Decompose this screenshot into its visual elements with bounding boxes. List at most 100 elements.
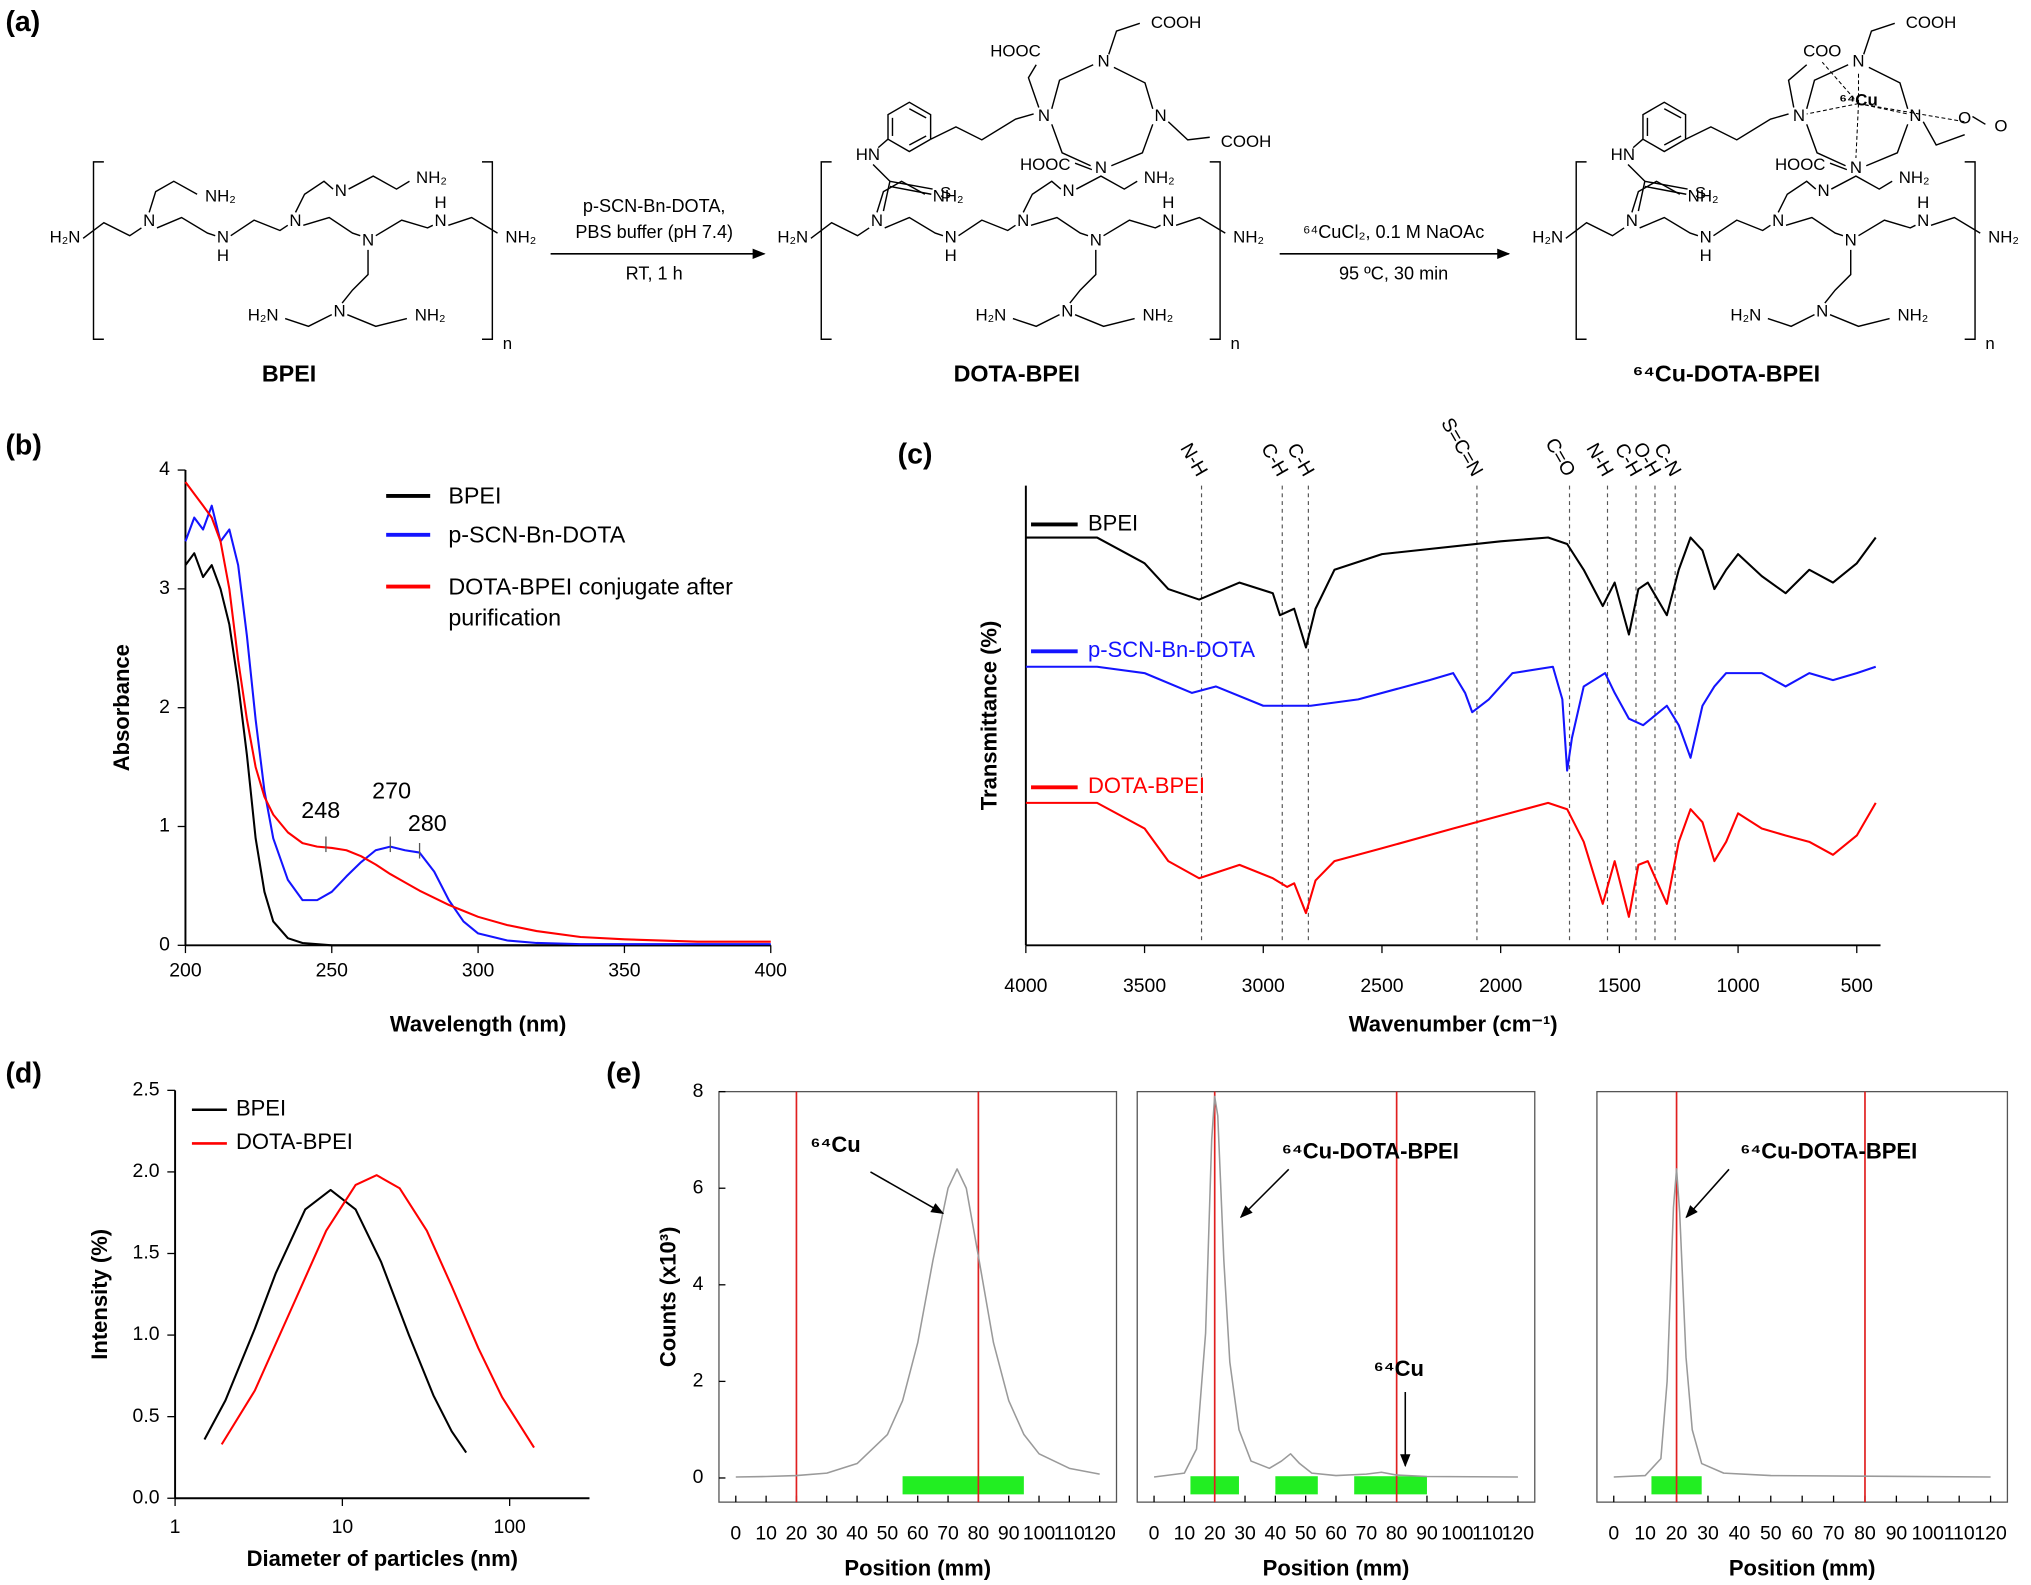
bond [908, 108, 927, 119]
atom-label: N [335, 181, 347, 200]
atom-label: N [1090, 230, 1102, 249]
bond [1663, 108, 1682, 119]
atom-label: n [1230, 334, 1239, 353]
y-tick-label: 0 [159, 933, 170, 955]
bond [481, 161, 494, 340]
bond [1051, 124, 1091, 167]
bond [1637, 181, 1646, 212]
peak-label: 280 [408, 810, 447, 836]
region [902, 1476, 1024, 1495]
panel-label: (c) [898, 438, 933, 470]
atom-label: N [945, 228, 957, 247]
atom-label: N [1017, 211, 1029, 230]
bond [1865, 124, 1909, 167]
atom-label: HOOC [990, 41, 1041, 60]
atom-label: H₂N [248, 305, 279, 324]
y-tick-label: 2.5 [133, 1078, 160, 1100]
x-tick-label: 2500 [1360, 975, 1403, 997]
bond [1069, 249, 1097, 304]
bond [82, 221, 142, 239]
bond [1806, 64, 1849, 109]
compound-name: ⁶⁴Cu-DOTA-BPEI [1633, 361, 1820, 387]
bond [1076, 175, 1138, 190]
atom-label: N [1700, 228, 1712, 247]
x-tick-label: 70 [1356, 1523, 1378, 1545]
panel-label: (e) [606, 1057, 641, 1089]
atom-label: NH₂ [1897, 305, 1928, 324]
atom-label: N [1097, 52, 1109, 71]
annotation: ⁶⁴Cu-DOTA-BPEI [1282, 1138, 1459, 1163]
condition: p-SCN-Bn-DOTA, [583, 196, 726, 216]
bond [375, 219, 434, 237]
x-tick-label: 250 [316, 959, 349, 981]
x-tick-label: 350 [608, 959, 641, 981]
x-tick-label: 200 [169, 959, 202, 981]
bond [1644, 185, 1687, 195]
atom-label: N [1154, 106, 1166, 125]
bond [887, 101, 932, 153]
bond [889, 185, 932, 195]
panel-label: (a) [5, 6, 40, 38]
bond [1074, 162, 1093, 171]
compound-name: BPEI [262, 361, 316, 387]
x-tick-label: 0 [1149, 1523, 1160, 1545]
x-tick-label: 80 [968, 1523, 990, 1545]
x-tick-label: 40 [1729, 1523, 1751, 1545]
atom-label: NH₂ [1988, 228, 2019, 247]
atom-label: N [1917, 211, 1929, 230]
atom-label: H₂N [1532, 228, 1563, 247]
bond [1685, 113, 1789, 141]
y-tick-label: 0.5 [133, 1405, 160, 1427]
condition: 95 ºC, 30 min [1339, 263, 1448, 283]
bond [1829, 314, 1890, 328]
bond [1663, 135, 1682, 146]
atom-label: S [1695, 184, 1706, 203]
atom-label: COO [1803, 41, 1841, 60]
atom-label: N [434, 211, 446, 230]
atom-label: N [1793, 106, 1805, 125]
peak-label: 248 [301, 797, 340, 823]
atom-label: HN [1611, 145, 1635, 164]
series-line [184, 481, 771, 943]
x-axis-label: Position (mm) [1263, 1555, 1410, 1580]
legend-text: p-SCN-Bn-DOTA [448, 521, 626, 548]
bond [1863, 22, 1895, 55]
bond [1787, 64, 1808, 108]
region [1275, 1476, 1318, 1495]
bond [1713, 219, 1771, 237]
peak-label: 270 [372, 778, 411, 804]
y-tick-label: 4 [159, 458, 170, 480]
x-tick-label: 50 [1295, 1523, 1317, 1545]
x-tick-label: 10 [755, 1523, 777, 1545]
x-tick-label: 100 [1912, 1523, 1945, 1545]
atom-label: COOH [1151, 13, 1202, 32]
bond [1111, 124, 1154, 167]
atom-label: H [1917, 193, 1929, 212]
region [1354, 1476, 1427, 1495]
atom-label: NH₂ [1688, 186, 1719, 205]
atom-label: N [1845, 230, 1857, 249]
x-tick-label: 50 [1760, 1523, 1782, 1545]
x-tick-label: 20 [1204, 1523, 1226, 1545]
bond [1868, 66, 1909, 109]
panel-label: (d) [5, 1057, 41, 1089]
bond [882, 181, 891, 212]
y-tick-label: 0.0 [133, 1486, 160, 1508]
atom-label: H [1700, 246, 1712, 265]
atom-label: NH₂ [1233, 228, 1264, 247]
band-label: S=C=N [1436, 414, 1487, 480]
legend-entry: DOTA-BPEI conjugate after purification [448, 574, 733, 631]
condition: PBS buffer (pH 7.4) [575, 222, 733, 242]
atom-label: S [940, 184, 951, 203]
annotation-arrow [1685, 1168, 1730, 1219]
y-tick-label: 8 [693, 1080, 704, 1102]
series-line [1153, 1095, 1518, 1478]
x-tick-label: 100 [1441, 1523, 1474, 1545]
atom-label: H [434, 193, 446, 212]
bond [1051, 64, 1094, 109]
bond [1639, 216, 1699, 237]
y-axis-label: Absorbance [109, 644, 134, 771]
atom-label: COOH [1221, 132, 1272, 151]
atom-label: N [1038, 106, 1050, 125]
x-tick-label: 30 [816, 1523, 838, 1545]
